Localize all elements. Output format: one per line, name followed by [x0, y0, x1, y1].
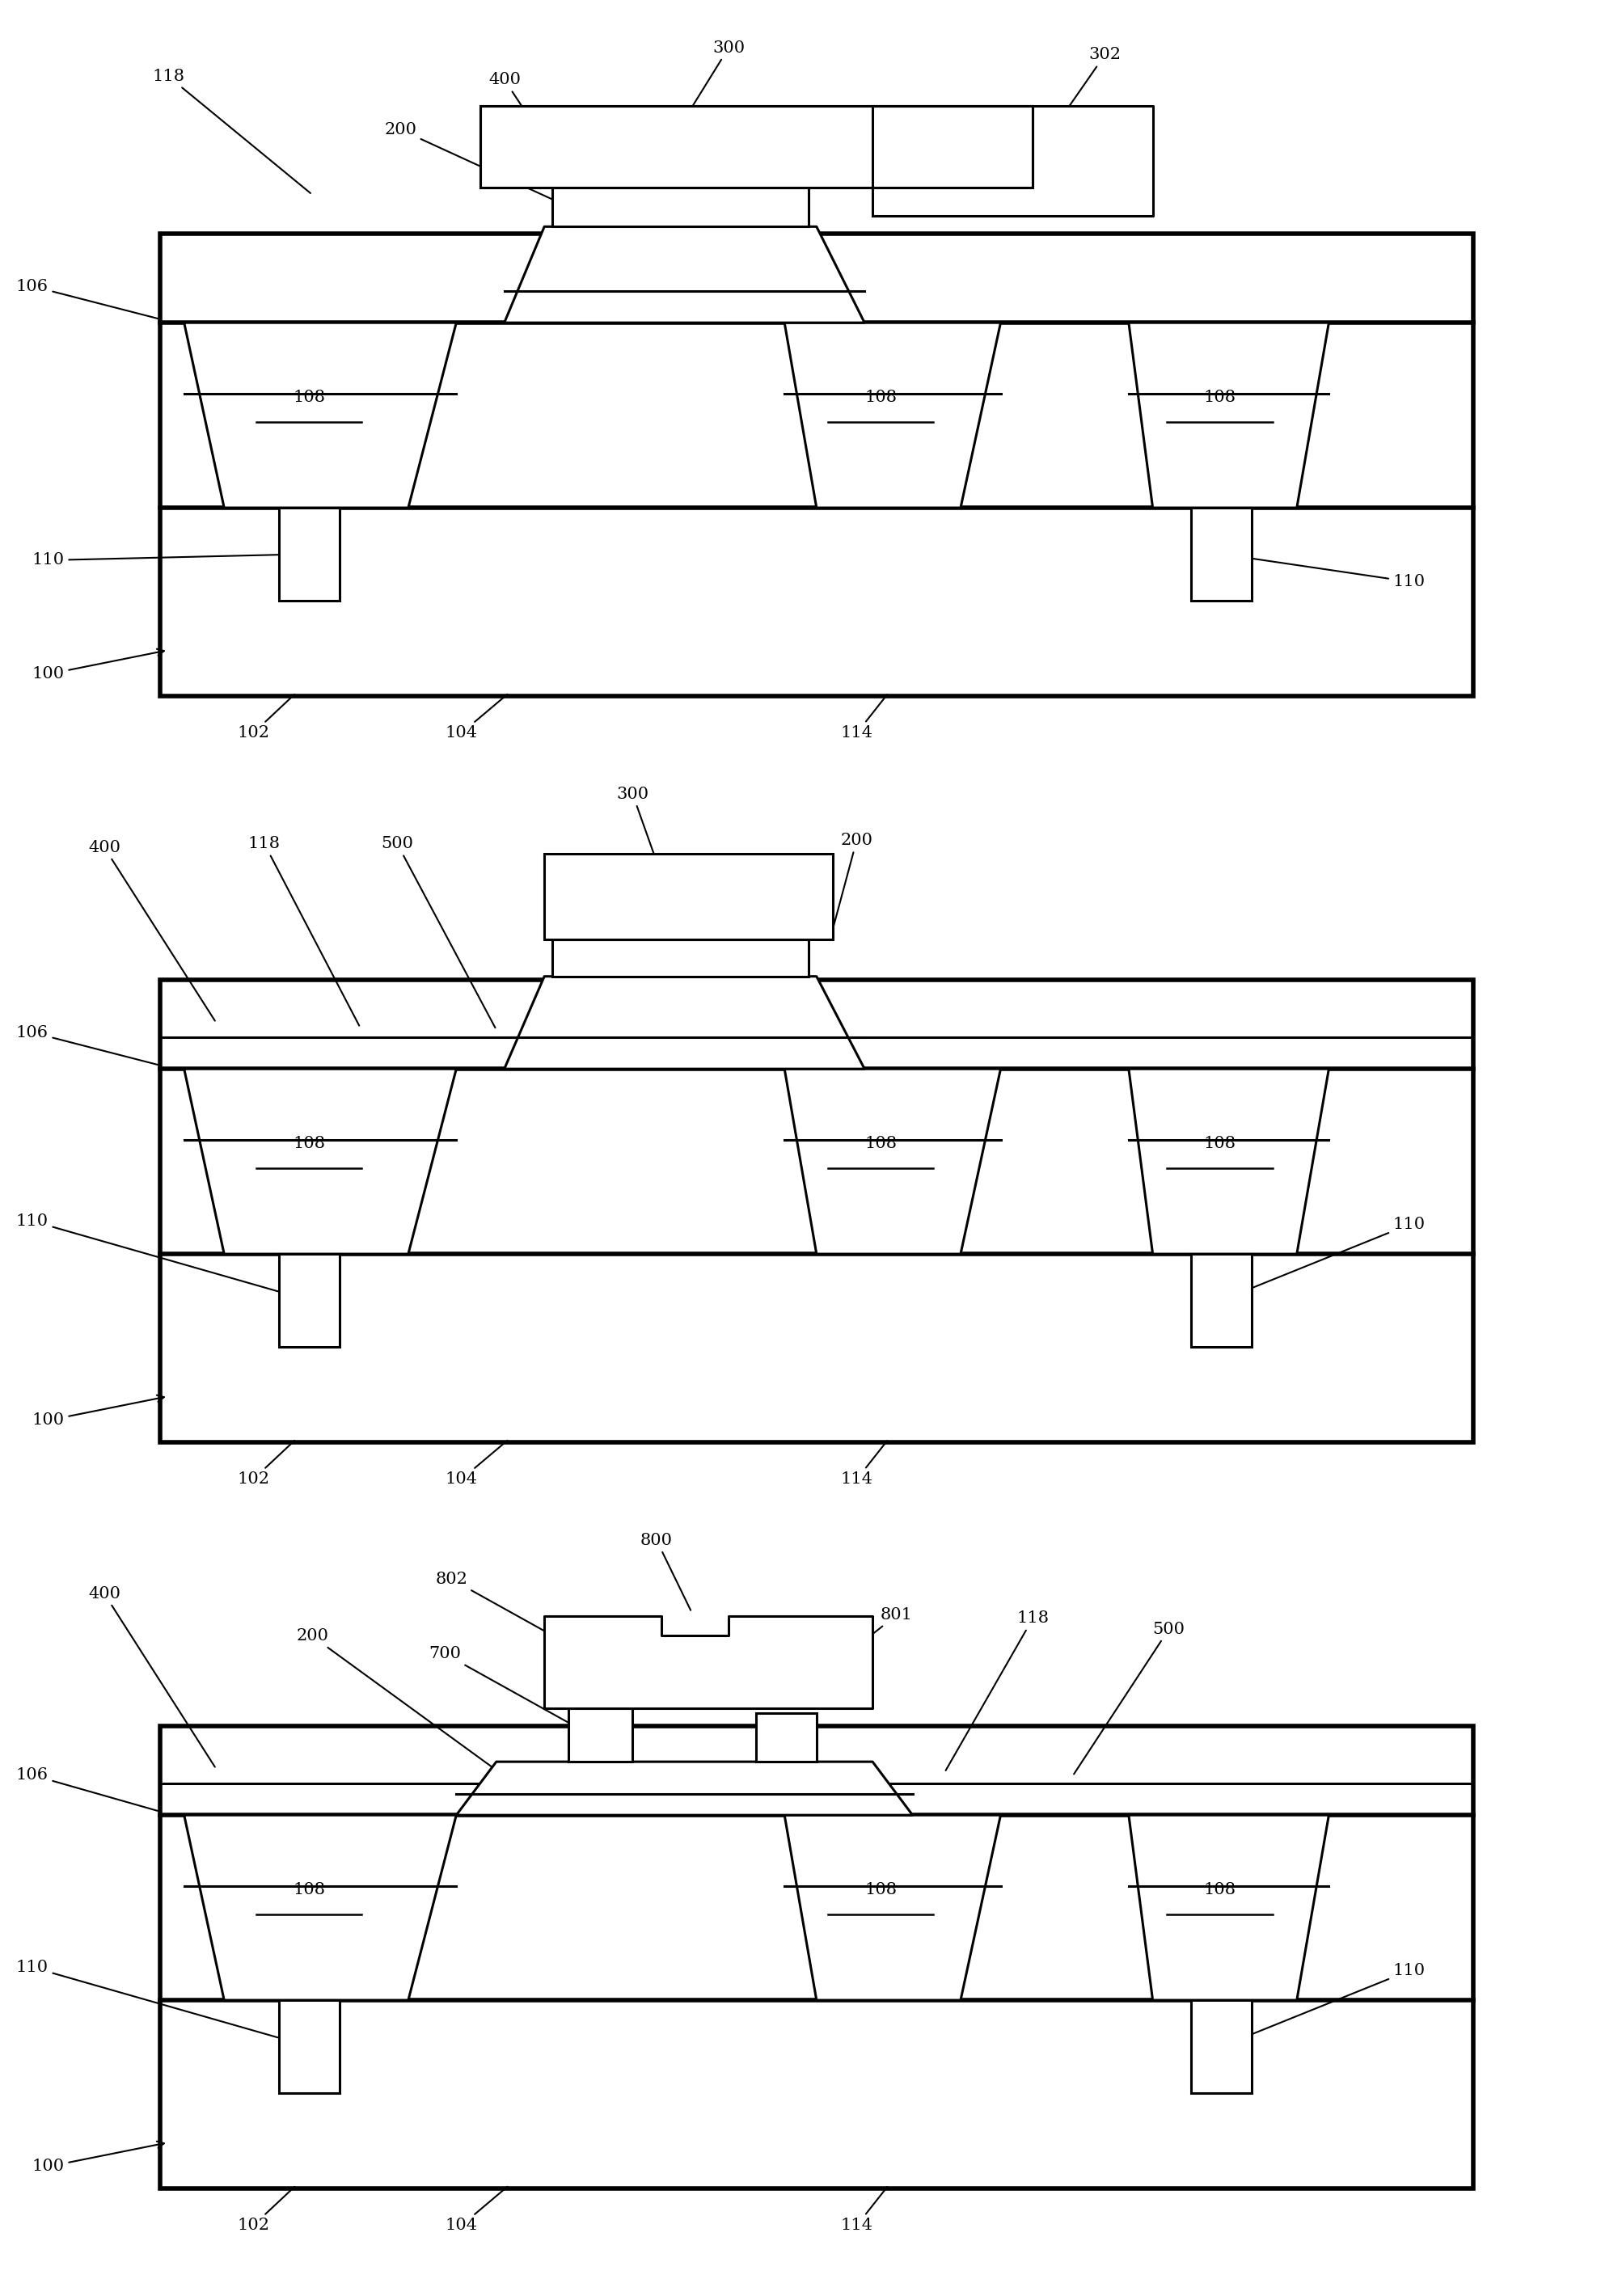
Bar [756, 1713, 817, 1761]
Polygon shape [456, 1761, 913, 1816]
Bar [568, 1708, 632, 1761]
Text: 500: 500 [1074, 1621, 1185, 1775]
Text: 200: 200 [833, 833, 873, 928]
Polygon shape [544, 1616, 873, 1708]
Text: 114: 114 [841, 2188, 887, 2234]
Bar [160, 980, 1473, 1442]
Text: 118: 118 [152, 69, 311, 193]
Bar [279, 507, 339, 599]
Bar [160, 234, 1473, 696]
Text: 100: 100 [32, 2142, 163, 2174]
Text: 302: 302 [1066, 48, 1121, 110]
Text: 108: 108 [293, 390, 325, 404]
Text: 108: 108 [1204, 1883, 1236, 1896]
Polygon shape [1129, 1070, 1329, 1254]
Text: 108: 108 [865, 1883, 897, 1896]
Text: 110: 110 [1223, 1217, 1425, 1300]
Text: 118: 118 [248, 836, 359, 1026]
Polygon shape [184, 1070, 456, 1254]
Text: 500: 500 [381, 836, 495, 1029]
Text: 108: 108 [1204, 390, 1236, 404]
Text: 110: 110 [1223, 553, 1425, 590]
Text: 108: 108 [1204, 1137, 1236, 1150]
Bar [552, 939, 809, 976]
Text: 106: 106 [16, 278, 158, 319]
Text: 801: 801 [788, 1607, 913, 1701]
Polygon shape [184, 1816, 456, 2000]
Text: 102: 102 [237, 693, 295, 742]
Text: 200: 200 [296, 1628, 503, 1775]
Text: 114: 114 [841, 1442, 887, 1488]
Polygon shape [504, 227, 865, 324]
Text: 106: 106 [16, 1768, 158, 1812]
Bar [1191, 1254, 1252, 1345]
Text: 110: 110 [1223, 1963, 1425, 2046]
Text: 118: 118 [946, 1612, 1049, 1770]
Text: 300: 300 [616, 785, 656, 859]
Text: 100: 100 [32, 1396, 163, 1428]
Polygon shape [1129, 324, 1329, 507]
Text: 110: 110 [32, 553, 307, 567]
Polygon shape [873, 106, 1153, 216]
Text: 200: 200 [384, 122, 567, 207]
Bar [279, 2000, 339, 2092]
Text: 102: 102 [237, 2186, 295, 2234]
Text: 114: 114 [841, 696, 887, 742]
Text: 108: 108 [293, 1137, 325, 1150]
Polygon shape [784, 324, 1001, 507]
Text: 100: 100 [32, 650, 163, 682]
Bar [1191, 507, 1252, 599]
Text: 400: 400 [488, 71, 567, 174]
Text: 102: 102 [237, 1440, 295, 1488]
Text: 400: 400 [88, 1587, 215, 1768]
Polygon shape [784, 1070, 1001, 1254]
Text: 106: 106 [16, 1024, 158, 1065]
Text: 700: 700 [429, 1646, 599, 1740]
Text: 300: 300 [690, 39, 744, 110]
Bar [279, 1254, 339, 1345]
Text: 108: 108 [865, 390, 897, 404]
Text: 110: 110 [16, 1212, 307, 1300]
Text: 110: 110 [16, 1958, 307, 2046]
Bar [160, 1727, 1473, 2188]
Text: 802: 802 [435, 1573, 567, 1644]
Polygon shape [184, 324, 456, 507]
Text: 400: 400 [88, 840, 215, 1022]
Bar [1191, 2000, 1252, 2092]
Text: 800: 800 [640, 1531, 690, 1609]
Text: 104: 104 [445, 1440, 508, 1488]
Bar [480, 106, 1033, 188]
Text: 104: 104 [445, 693, 508, 742]
Polygon shape [1129, 1816, 1329, 2000]
Polygon shape [504, 976, 865, 1070]
Text: 104: 104 [445, 2186, 508, 2234]
Bar [552, 188, 809, 227]
Text: 108: 108 [865, 1137, 897, 1150]
Polygon shape [784, 1816, 1001, 2000]
Bar [544, 854, 833, 939]
Text: 108: 108 [293, 1883, 325, 1896]
